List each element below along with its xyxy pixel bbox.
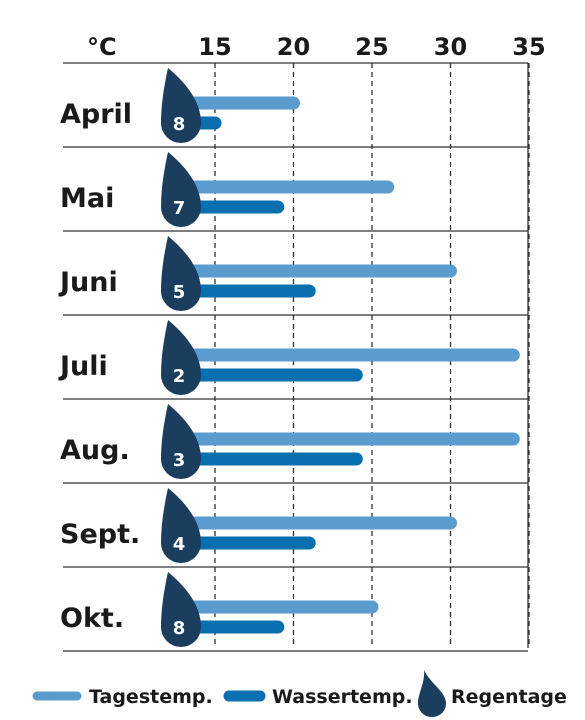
drops-layer: 8 7 5 2 3 4 8 bbox=[161, 68, 201, 647]
raindrop-icon-0 bbox=[161, 68, 201, 143]
raindrop-icon-5 bbox=[161, 488, 201, 563]
x-tick-label-30: 30 bbox=[434, 33, 467, 61]
category-label-6: Okt. bbox=[60, 603, 124, 634]
x-tick-label-25: 25 bbox=[355, 33, 388, 61]
rain-days-label-5: 4 bbox=[173, 534, 186, 555]
category-label-3: Juli bbox=[58, 351, 108, 382]
category-label-0: April bbox=[60, 99, 132, 130]
category-label-1: Mai bbox=[60, 183, 114, 214]
category-label-5: Sept. bbox=[60, 519, 140, 550]
x-tick-label-15: 15 bbox=[198, 33, 231, 61]
rain-days-label-2: 5 bbox=[173, 282, 186, 303]
legend-label-rain-days: Regentage bbox=[451, 686, 567, 708]
legend-label-day-temp: Tagestemp. bbox=[89, 686, 213, 708]
legend: Tagestemp. Wassertemp. Regentage bbox=[32, 670, 567, 717]
category-label-2: Juni bbox=[58, 267, 118, 298]
bars-layer bbox=[183, 96, 520, 634]
legend-label-water-temp: Wassertemp. bbox=[272, 686, 413, 708]
x-tick-label-35: 35 bbox=[512, 33, 545, 61]
rain-days-label-6: 8 bbox=[173, 618, 186, 639]
rain-days-label-3: 2 bbox=[173, 366, 186, 387]
legend-raindrop-icon bbox=[418, 670, 446, 717]
raindrop-icon-1 bbox=[161, 152, 201, 227]
rain-days-label-1: 7 bbox=[173, 198, 186, 219]
rain-days-label-4: 3 bbox=[173, 450, 186, 471]
unit-label: °C bbox=[87, 33, 117, 61]
raindrop-icon-3 bbox=[161, 320, 201, 395]
category-label-4: Aug. bbox=[60, 435, 130, 466]
x-tick-label-20: 20 bbox=[277, 33, 310, 61]
raindrop-icon-2 bbox=[161, 236, 201, 311]
raindrop-icon-4 bbox=[161, 404, 201, 479]
rain-days-label-0: 8 bbox=[173, 114, 186, 135]
raindrop-icon-6 bbox=[161, 572, 201, 647]
